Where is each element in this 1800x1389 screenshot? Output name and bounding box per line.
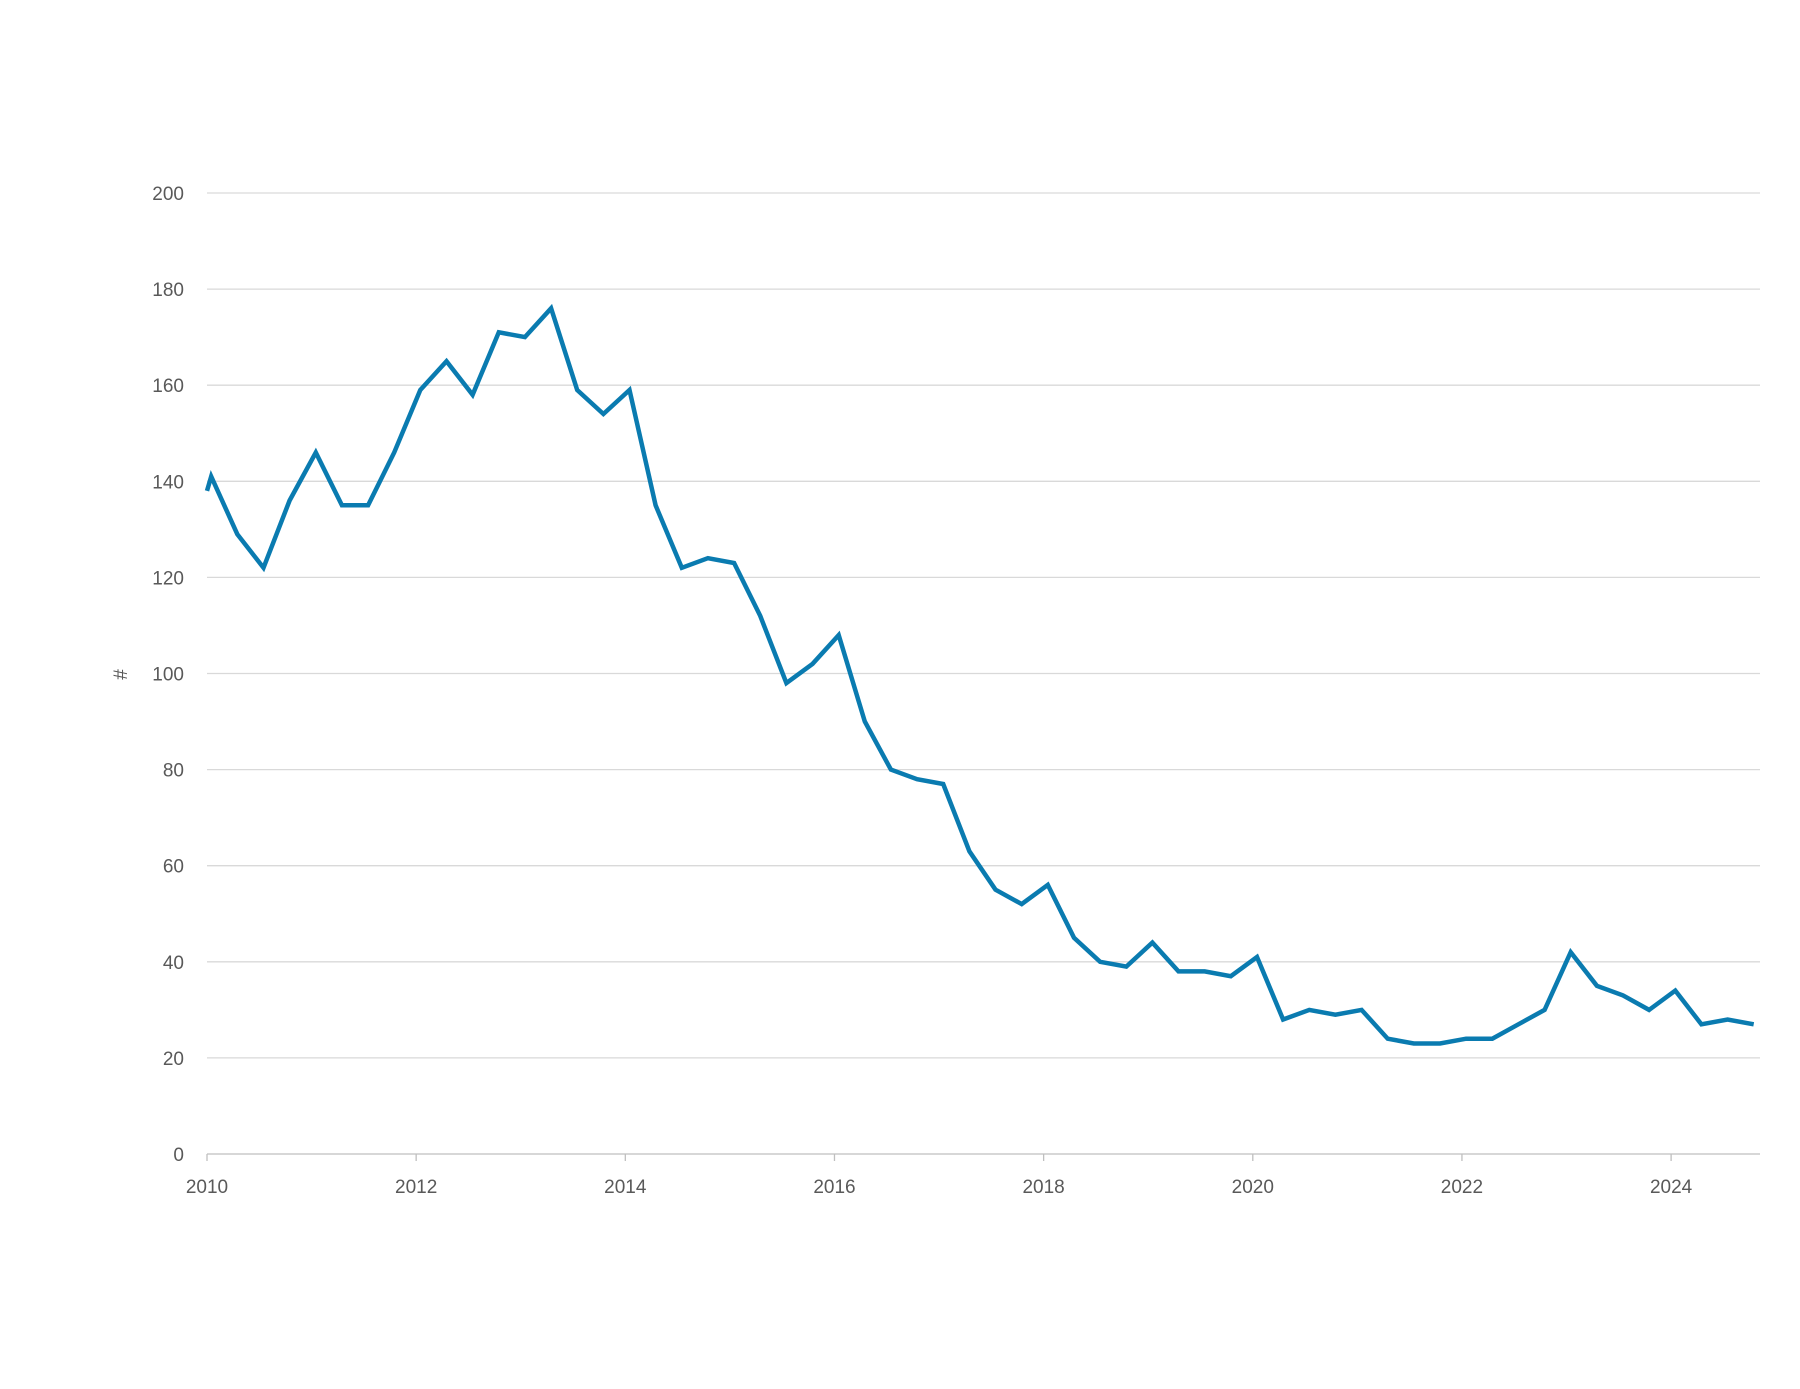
y-tick-label: 140: [152, 472, 184, 493]
y-tick-label: 20: [163, 1049, 184, 1070]
x-tick-label: 2016: [813, 1177, 855, 1198]
x-tick-label: 2020: [1232, 1177, 1274, 1198]
x-tick-label: 2024: [1650, 1177, 1693, 1198]
x-tick-label: 2014: [604, 1177, 647, 1198]
x-tick-label: 2022: [1441, 1177, 1483, 1198]
x-tick-label: 2010: [186, 1177, 228, 1198]
y-axis-title: #: [111, 669, 132, 680]
y-tick-label: 0: [173, 1145, 184, 1166]
y-tick-label: 80: [163, 761, 184, 782]
y-tick-label: 60: [163, 857, 184, 878]
x-axis: [206, 1153, 1760, 1161]
y-tick-label: 100: [152, 665, 184, 686]
y-tick-label: 120: [152, 568, 184, 589]
x-tick-label: 2018: [1022, 1177, 1064, 1198]
y-tick-label: 40: [163, 953, 184, 974]
y-tick-label: 200: [152, 184, 184, 205]
y-tick-label: 160: [152, 376, 184, 397]
y-tick-label: 180: [152, 280, 184, 301]
x-axis-tick-labels: 2010 2012 2014 2016 2018 2020 2022 2024: [186, 1177, 1693, 1198]
series-line: [204, 303, 1755, 1046]
series-group: [204, 303, 1755, 1046]
y-axis-tick-labels: 0 20 40 60 80 100 120 140 160 180 200: [152, 184, 184, 1166]
x-tick-label: 2012: [395, 1177, 437, 1198]
gridlines: [207, 192, 1760, 1059]
